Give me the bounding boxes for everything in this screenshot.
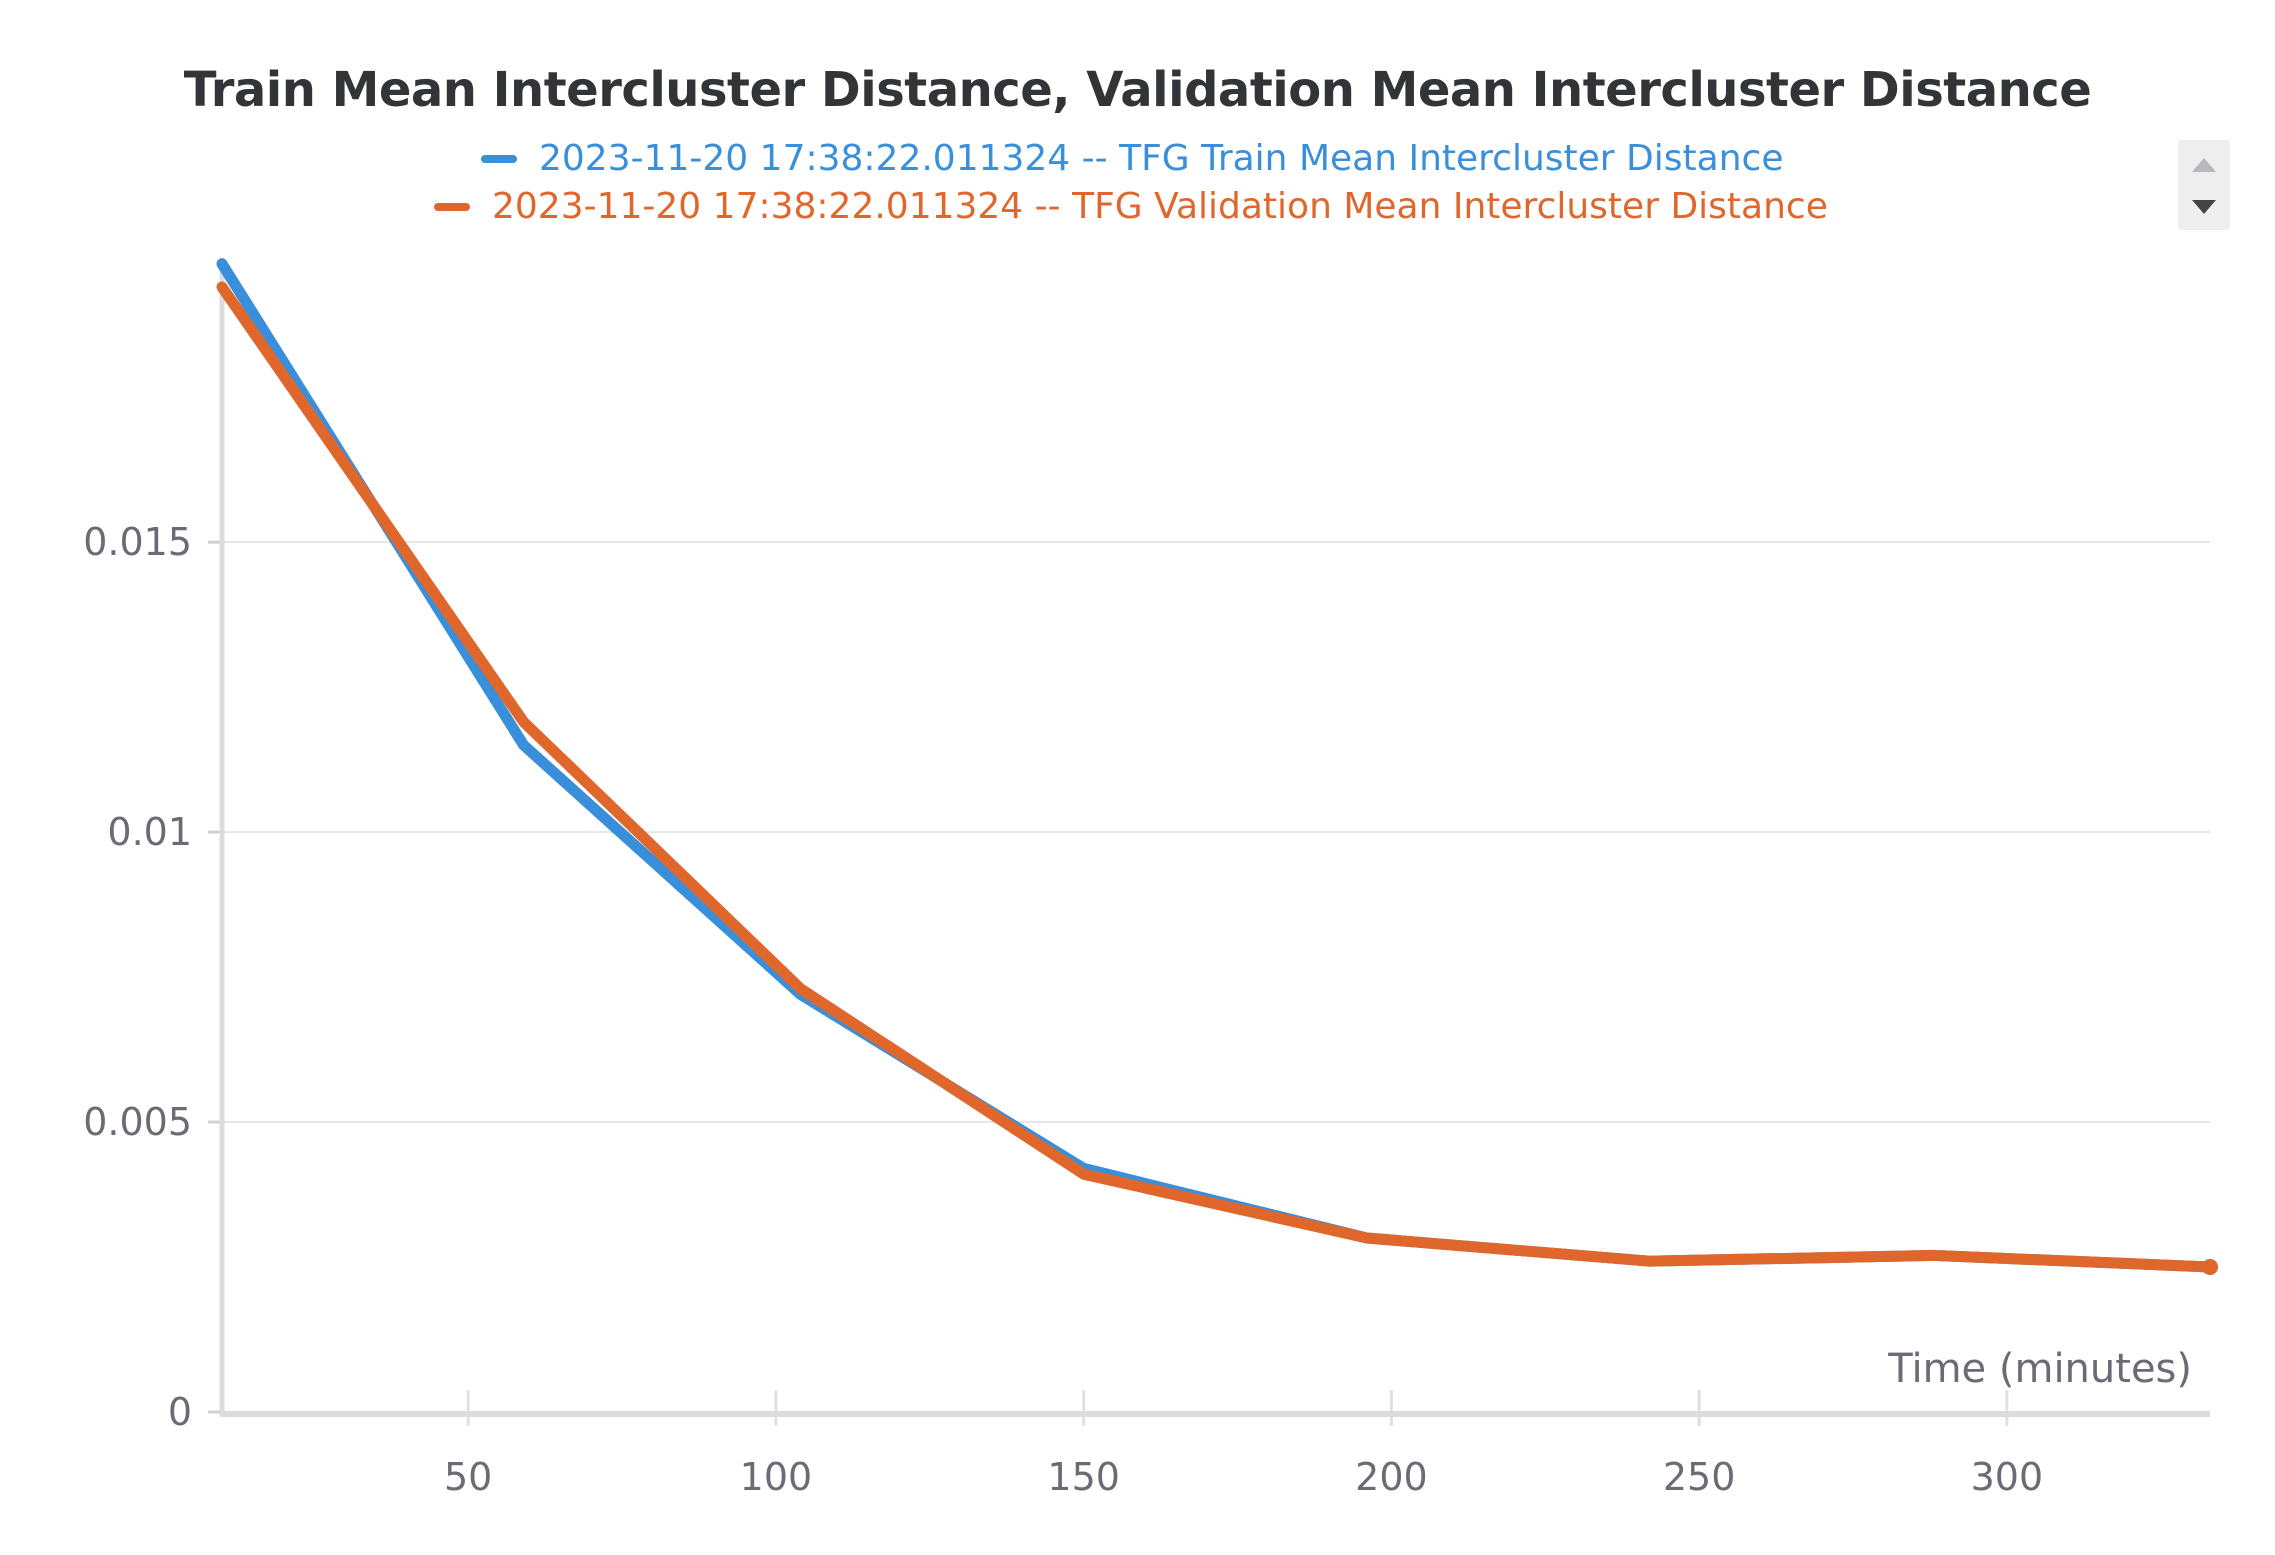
legend-scrollbar[interactable]	[2178, 140, 2230, 230]
x-tick-label: 250	[1663, 1455, 1736, 1499]
legend-swatch-train	[481, 154, 517, 163]
chart-title: Train Mean Intercluster Distance, Valida…	[183, 62, 2092, 118]
x-tick-label: 200	[1355, 1455, 1428, 1499]
legend-item-train[interactable]: 2023-11-20 17:38:22.011324 -- TFG Train …	[481, 138, 1783, 179]
x-tick-label: 50	[444, 1455, 492, 1499]
x-tick-label: 150	[1047, 1455, 1120, 1499]
series-lines	[216, 258, 2218, 1276]
legend-label-validation: 2023-11-20 17:38:22.011324 -- TFG Valida…	[492, 186, 1828, 227]
axes	[208, 258, 2210, 1426]
series-line-validation	[216, 281, 2216, 1273]
scroll-up-icon[interactable]	[2190, 154, 2218, 174]
legend-label-train: 2023-11-20 17:38:22.011324 -- TFG Train …	[539, 138, 1784, 179]
x-tick-label: 100	[740, 1455, 813, 1499]
x-tick-label: 300	[1971, 1455, 2044, 1499]
legend-swatch-validation	[434, 202, 470, 211]
tick-labels: 0 0.005 0.01 0.015 50 100 150 200 250 300 Time (mi…	[83, 520, 2192, 1499]
series-line-train	[216, 258, 2216, 1273]
x-axis-label: Time (minutes)	[1887, 1346, 2192, 1392]
legend-item-validation[interactable]: 2023-11-20 17:38:22.011324 -- TFG Valida…	[434, 186, 1828, 227]
scroll-down-icon[interactable]	[2190, 198, 2218, 218]
y-tick-label: 0.015	[83, 520, 192, 564]
data-point-validation	[2202, 1259, 2218, 1276]
y-tick-label: 0.005	[83, 1100, 192, 1144]
y-tick-label: 0.01	[107, 810, 192, 854]
grid-lines	[222, 541, 2210, 1124]
y-tick-label: 0	[168, 1390, 192, 1434]
